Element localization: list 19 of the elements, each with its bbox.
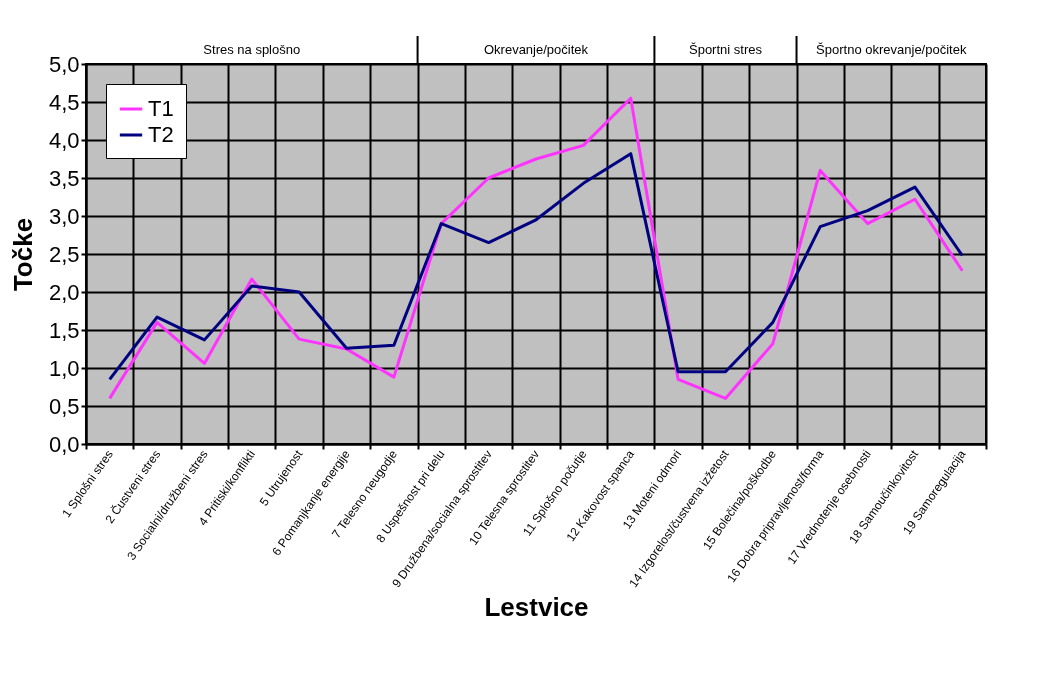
x-axis-title: Lestvice bbox=[484, 592, 589, 623]
y-tick-label: 4,5 bbox=[48, 89, 80, 115]
text: Športno okrevanje/počitek bbox=[816, 42, 967, 57]
text: Stres na splošno bbox=[203, 42, 301, 57]
legend-label: T1 bbox=[148, 96, 174, 121]
y-tick-label: 0,0 bbox=[48, 431, 80, 457]
y-tick-label: 5,0 bbox=[48, 51, 80, 77]
y-tick-label: 1,0 bbox=[48, 355, 80, 381]
y-tick-label: 3,5 bbox=[48, 165, 80, 191]
y-tick-label: 3,0 bbox=[48, 203, 80, 229]
text: Okrevanje/počitek bbox=[483, 42, 589, 57]
y-tick-label: 2,5 bbox=[48, 241, 80, 267]
y-tick-label: 1,5 bbox=[48, 317, 80, 343]
y-axis-title: Točke bbox=[7, 217, 38, 292]
text: Športni stres bbox=[688, 42, 763, 57]
y-tick-label: 4,0 bbox=[48, 127, 80, 153]
y-tick-label: 0,5 bbox=[48, 393, 80, 419]
legend-label: T2 bbox=[148, 122, 174, 147]
y-tick-label: 2,0 bbox=[48, 279, 80, 305]
